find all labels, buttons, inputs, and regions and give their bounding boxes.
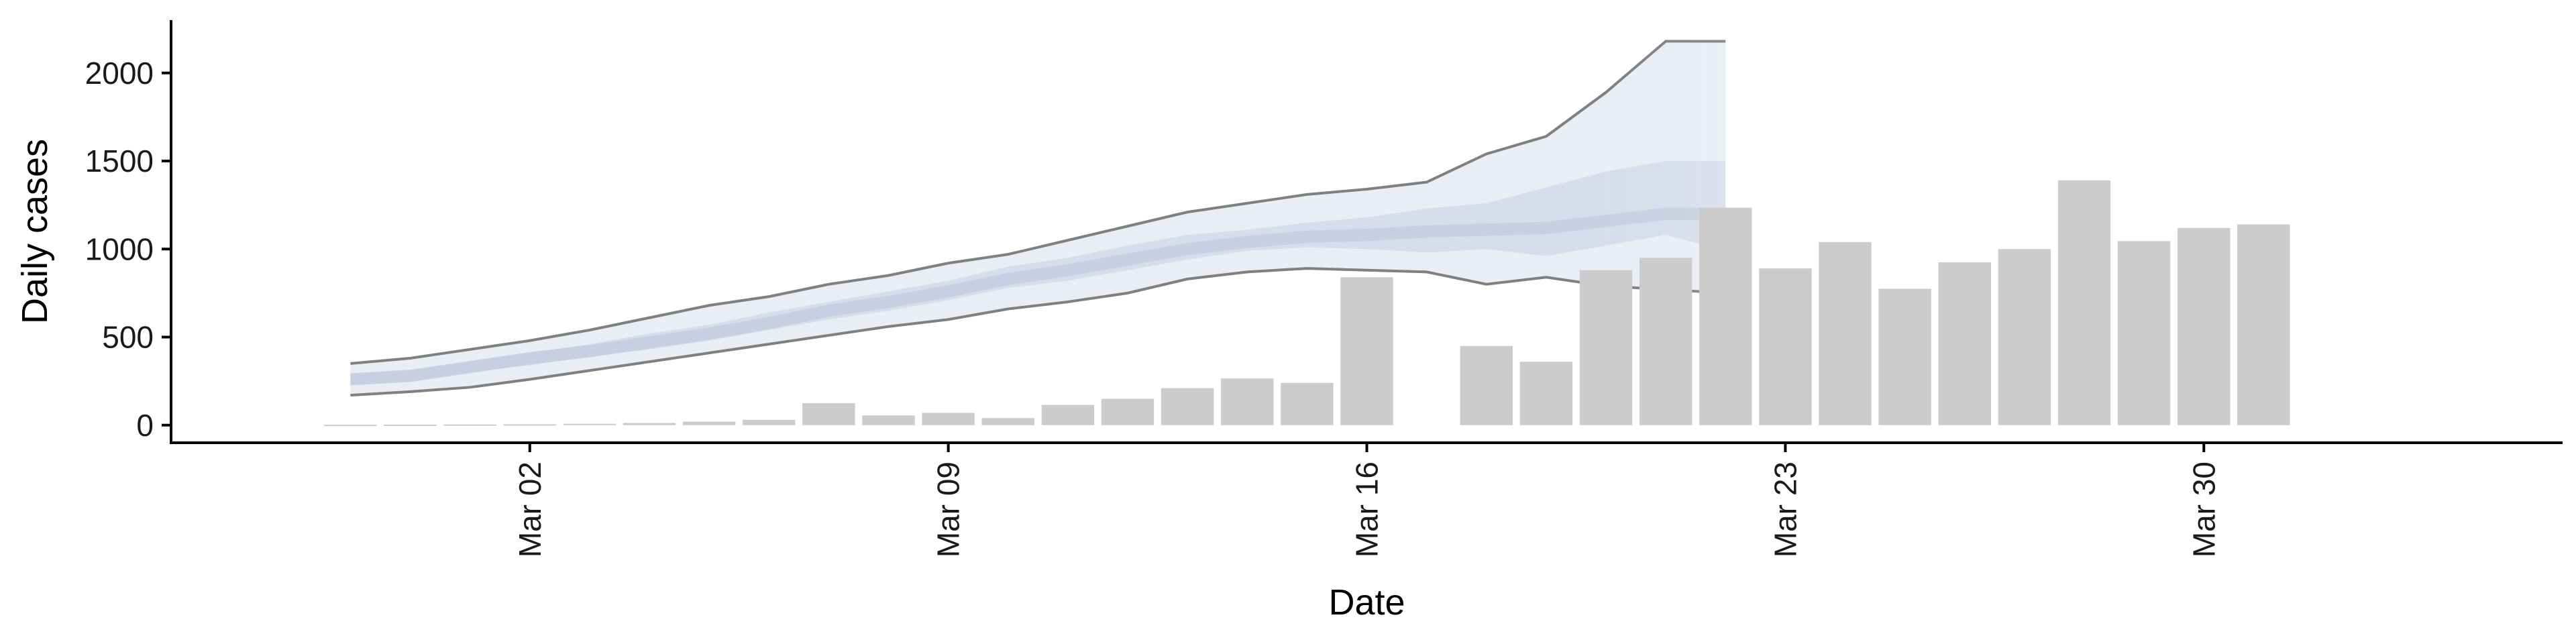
bar-2020-03-27 — [1998, 249, 2051, 425]
x-axis-title: Date — [1328, 582, 1405, 623]
x-axis-ticks: Mar 02 Mar 09 Mar 16 Mar 23 Mar 30 — [513, 443, 2221, 557]
upper-bound-line — [350, 40, 1726, 365]
bar-2020-03-21 — [1639, 258, 1693, 425]
bar-2020-03-24 — [1819, 241, 1872, 425]
bar-2020-03-03 — [563, 423, 616, 425]
bar-2020-03-11 — [1041, 405, 1095, 425]
bar-2020-02-28 — [324, 425, 377, 427]
x-tick-label-2020-03-09: Mar 09 — [931, 462, 966, 557]
bar-2020-02-29 — [384, 424, 437, 426]
bar-2020-03-31 — [2237, 224, 2290, 425]
lower-bound-line — [350, 267, 1726, 397]
bar-2020-03-25 — [1878, 288, 1931, 425]
bar-2020-03-22 — [1699, 207, 1752, 425]
y-tick-label-500: 500 — [102, 320, 154, 355]
y-axis-ticks: 0 500 1000 1500 2000 — [85, 56, 171, 443]
estimate-band — [350, 40, 1726, 397]
median-area — [350, 207, 1726, 386]
bar-2020-03-28 — [2057, 180, 2111, 425]
bar-2020-03-18 — [1460, 345, 1513, 425]
bar-2020-03-05 — [682, 421, 736, 425]
bar-2020-03-20 — [1579, 270, 1633, 425]
x-tick-label-2020-03-30: Mar 30 — [2186, 462, 2221, 557]
y-tick-label-1500: 1500 — [85, 144, 154, 178]
y-tick-label-2000: 2000 — [85, 56, 154, 91]
y-axis-title: Daily cases — [15, 139, 55, 324]
daily-cases-bars — [324, 180, 2290, 427]
y-tick-label-1000: 1000 — [85, 231, 154, 266]
bar-2020-03-23 — [1759, 268, 1812, 425]
y-tick-label-0: 0 — [136, 408, 154, 443]
bar-2020-03-16 — [1340, 277, 1393, 425]
bar-2020-03-09 — [922, 413, 975, 425]
bar-2020-03-08 — [862, 415, 915, 425]
estimate-band-group — [350, 40, 1726, 397]
bar-2020-03-10 — [981, 418, 1034, 425]
bar-2020-03-04 — [623, 423, 676, 425]
bar-2020-03-26 — [1938, 262, 1991, 425]
bar-2020-03-07 — [802, 402, 855, 425]
bar-2020-03-14 — [1221, 378, 1274, 425]
bar-2020-03-01 — [443, 424, 496, 426]
bar-2020-03-06 — [743, 419, 796, 425]
bar-2020-03-19 — [1519, 362, 1573, 425]
bar-2020-03-12 — [1101, 398, 1155, 425]
x-tick-label-2020-03-16: Mar 16 — [1350, 462, 1385, 557]
bar-2020-03-30 — [2178, 227, 2231, 425]
x-tick-label-2020-03-23: Mar 23 — [1768, 462, 1803, 557]
bar-2020-03-29 — [2117, 241, 2171, 425]
bar-2020-03-13 — [1161, 388, 1214, 425]
x-tick-label-2020-03-02: Mar 02 — [513, 462, 547, 557]
bar-2020-03-15 — [1281, 382, 1334, 425]
bar-2020-03-02 — [503, 424, 556, 426]
